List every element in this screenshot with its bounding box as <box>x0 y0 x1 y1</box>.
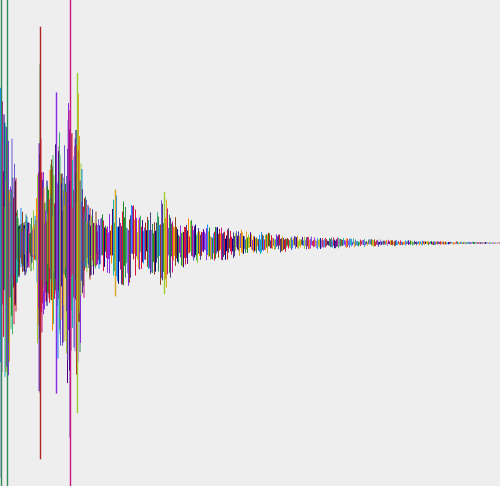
chart <box>0 0 500 486</box>
waveform-plot <box>0 0 500 486</box>
